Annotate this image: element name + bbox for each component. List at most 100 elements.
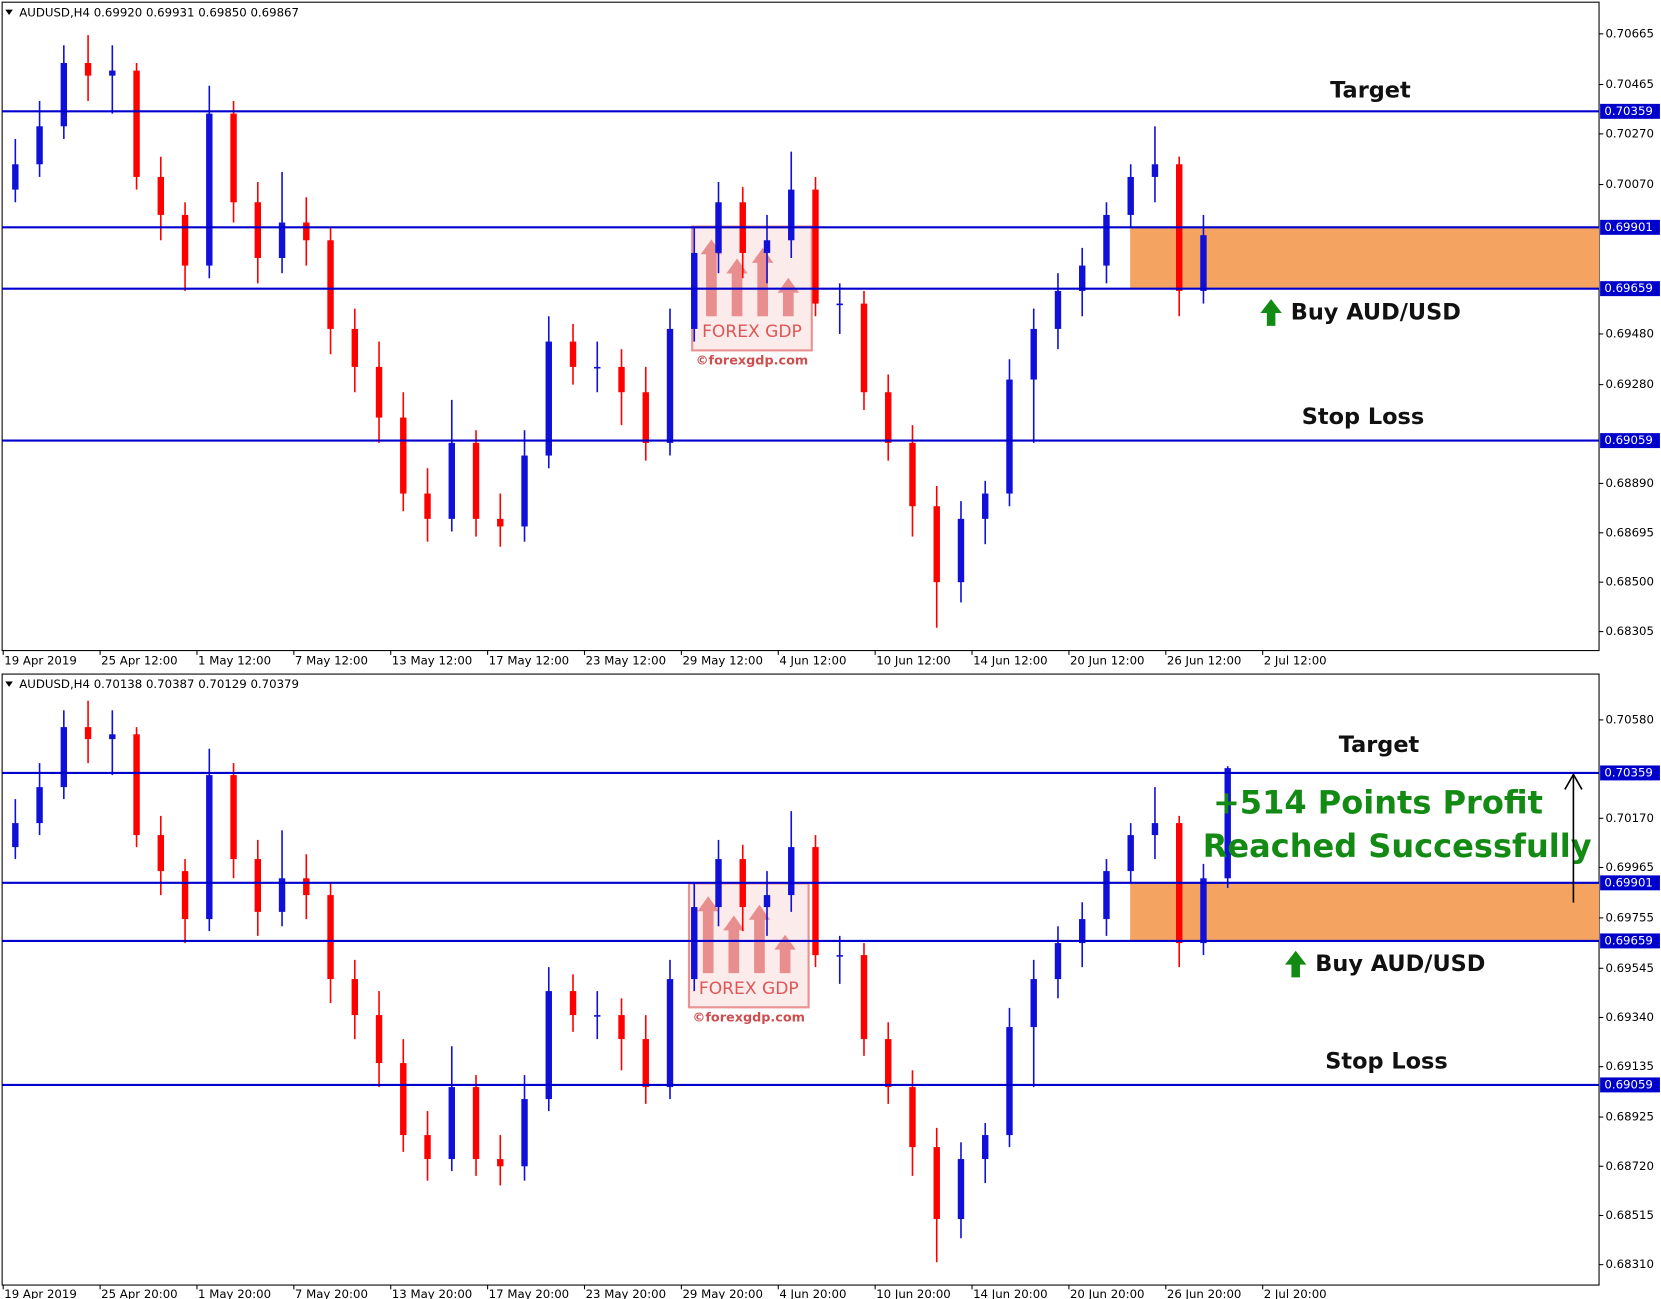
- candle-body: [278, 222, 286, 258]
- candle-body: [545, 341, 552, 456]
- candle-body: [351, 328, 358, 367]
- candle-body: [472, 442, 480, 519]
- buy-arrow: [1285, 950, 1307, 978]
- x-tick-label: 19 Apr 2019: [4, 654, 77, 668]
- candle-body: [860, 303, 868, 393]
- header-triangle: [5, 9, 13, 16]
- buy-arrow: [1260, 299, 1282, 326]
- candle-body: [230, 775, 237, 860]
- y-tick-label: 0.69755: [1605, 910, 1654, 924]
- level-label-bg: [1600, 219, 1660, 235]
- level-label: 0.69059: [1604, 433, 1653, 447]
- candle-body: [933, 506, 940, 583]
- candle-body: [763, 895, 771, 908]
- candle-body: [788, 847, 795, 896]
- watermark-site: ©forexgdp.com: [693, 1011, 805, 1026]
- x-tick-label: 7 May 20:00: [295, 1287, 368, 1299]
- y-tick-label: 0.70170: [1605, 811, 1654, 825]
- buy-zone: [1130, 882, 1600, 941]
- candle-body: [691, 907, 698, 980]
- profit-text: Reached Successfully: [1203, 827, 1592, 865]
- candle-body: [254, 202, 262, 258]
- candle-body: [1224, 768, 1231, 879]
- y-tick-label: 0.69280: [1605, 377, 1654, 391]
- candle-body: [206, 113, 213, 266]
- x-tick-label: 4 Jun 12:00: [779, 654, 846, 668]
- candle-body: [812, 847, 819, 956]
- candle-body: [254, 859, 262, 912]
- candle-body: [375, 1015, 383, 1064]
- level-label-bg: [1600, 433, 1660, 449]
- y-tick-label: 0.70070: [1605, 177, 1654, 191]
- x-tick-label: 23 May 20:00: [586, 1287, 666, 1299]
- panel-frame: [1, 673, 1600, 1286]
- candle-body: [642, 1039, 649, 1088]
- profit-arrow-head: [1564, 772, 1583, 790]
- x-tick-label: 13 May 12:00: [392, 654, 472, 668]
- candle-body: [448, 442, 455, 519]
- y-tick-label: 0.69340: [1605, 1010, 1654, 1024]
- candle-body: [278, 878, 286, 912]
- y-tick-label: 0.68305: [1605, 624, 1654, 638]
- x-tick-label: 1 May 12:00: [198, 654, 271, 668]
- candle-body: [933, 1147, 940, 1220]
- candle-body: [594, 366, 601, 369]
- stop-label: Stop Loss: [1302, 404, 1425, 430]
- candle-body: [521, 455, 528, 527]
- candle-body: [569, 341, 577, 367]
- x-tick-label: 29 May 20:00: [682, 1287, 762, 1299]
- panel-header: AUDUSD,H4 0.69920 0.69931 0.69850 0.6986…: [19, 5, 299, 19]
- y-tick-label: 0.68890: [1605, 476, 1654, 490]
- candle-body: [497, 1159, 504, 1167]
- target-label: Target: [1330, 77, 1411, 103]
- x-tick-label: 7 May 12:00: [295, 654, 368, 668]
- x-tick-label: 1 May 20:00: [198, 1287, 271, 1299]
- candle-body: [36, 126, 43, 165]
- candle-body: [860, 955, 868, 1040]
- candle-body: [957, 1159, 965, 1220]
- x-tick-label: 14 Jun 20:00: [973, 1287, 1048, 1299]
- candle-body: [472, 1087, 480, 1160]
- candle-body: [1079, 919, 1086, 944]
- candle-body: [400, 1063, 407, 1136]
- panel-header: AUDUSD,H4 0.70138 0.70387 0.70129 0.7037…: [19, 677, 299, 691]
- candle-body: [691, 252, 698, 329]
- candle-body: [836, 955, 843, 957]
- panel-frame: [1, 1, 1600, 652]
- y-tick-label: 0.68310: [1605, 1257, 1654, 1271]
- candle-body: [351, 979, 358, 1016]
- candle-body: [230, 113, 237, 203]
- candle-body: [1200, 878, 1207, 944]
- level-label-bg: [1600, 103, 1660, 119]
- level-label: 0.70359: [1604, 104, 1653, 118]
- candle-body: [12, 823, 19, 848]
- x-tick-label: 17 May 12:00: [489, 654, 569, 668]
- level-label-bg: [1600, 765, 1660, 781]
- x-tick-label: 20 Jun 12:00: [1070, 654, 1145, 668]
- candle-body: [594, 1015, 601, 1017]
- stop-label: Stop Loss: [1325, 1048, 1448, 1074]
- candle-body: [327, 240, 334, 329]
- x-tick-label: 17 May 20:00: [489, 1287, 569, 1299]
- level-label: 0.69659: [1604, 933, 1653, 947]
- y-tick-label: 0.68925: [1605, 1110, 1654, 1124]
- candle-body: [618, 1015, 625, 1040]
- y-tick-label: 0.70465: [1605, 77, 1654, 91]
- x-tick-label: 10 Jun 20:00: [876, 1287, 951, 1299]
- x-tick-label: 19 Apr 2019: [4, 1287, 77, 1299]
- candle-body: [424, 1135, 431, 1160]
- y-tick-label: 0.69135: [1605, 1059, 1654, 1073]
- candle-body: [521, 1099, 528, 1167]
- candle-body: [133, 734, 140, 836]
- y-tick-label: 0.68515: [1605, 1208, 1654, 1222]
- x-tick-label: 14 Jun 12:00: [973, 654, 1048, 668]
- candle-body: [1079, 265, 1086, 291]
- candle-body: [1030, 979, 1037, 1028]
- candle-body: [181, 871, 189, 920]
- buy-label: Buy AUD/USD: [1315, 951, 1485, 977]
- candle-body: [84, 727, 92, 740]
- candle-body: [303, 878, 310, 896]
- watermark-site: ©forexgdp.com: [696, 354, 808, 369]
- candle-body: [448, 1087, 455, 1160]
- level-label-bg: [1600, 1077, 1660, 1093]
